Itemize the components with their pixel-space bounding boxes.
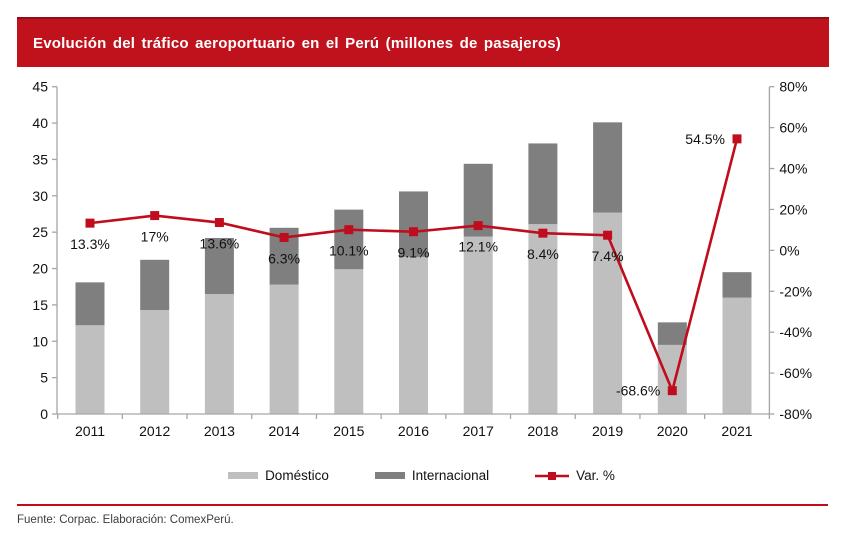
var-marker-2020 xyxy=(667,386,677,396)
bar-internacional-2013 xyxy=(204,237,234,294)
bar-domestico-2011 xyxy=(75,325,105,414)
var-label-2011: 13.3% xyxy=(70,236,110,252)
var-label-2018: 8.4% xyxy=(527,246,559,262)
var-marker-2012 xyxy=(150,211,160,221)
x-axis-label-2015: 2015 xyxy=(333,423,364,439)
right-axis-label: -60% xyxy=(779,365,812,381)
right-axis-label: 0% xyxy=(779,242,799,258)
x-axis-label-2018: 2018 xyxy=(527,423,558,439)
var-label-2012: 17% xyxy=(141,229,169,245)
bar-internacional-2020 xyxy=(657,322,687,345)
left-axis-label: 10 xyxy=(32,333,48,349)
var-marker-2018 xyxy=(538,228,548,238)
right-axis-label: 20% xyxy=(779,201,807,217)
x-axis-label-2021: 2021 xyxy=(721,423,752,439)
title-banner: Evolución del tráfico aeroportuario en e… xyxy=(17,17,829,67)
right-axis-label: 40% xyxy=(779,161,807,177)
left-axis-label: 5 xyxy=(40,370,48,386)
legend: Doméstico Internacional Var. % xyxy=(0,468,843,483)
bar-domestico-2021 xyxy=(722,297,752,414)
left-axis-label: 40 xyxy=(32,115,48,131)
var-marker-2016 xyxy=(409,227,418,237)
bar-domestico-2019 xyxy=(593,212,623,414)
var-label-2017: 12.1% xyxy=(458,239,498,255)
bar-domestico-2015 xyxy=(334,269,364,414)
var-marker-2015 xyxy=(344,225,354,235)
chart-title: Evolución del tráfico aeroportuario en e… xyxy=(33,34,561,52)
right-axis-label: -80% xyxy=(779,406,812,422)
bar-internacional-2011 xyxy=(75,282,105,326)
bar-domestico-2013 xyxy=(204,293,234,414)
bar-internacional-2018 xyxy=(528,143,558,225)
bar-domestico-2017 xyxy=(463,236,493,414)
source-note: Fuente: Corpac. Elaboración: ComexPerú. xyxy=(17,514,234,526)
left-axis-label: 20 xyxy=(32,261,48,277)
legend-label-domestico: Doméstico xyxy=(265,468,329,483)
var-line-marker-icon xyxy=(535,471,570,480)
var-label-2019: 7.4% xyxy=(592,248,624,264)
chart-canvas: 0 5 10 15 20 25 30 35 40 45 -80% -60% -40% -20% 0% 20% 4… xyxy=(32,79,812,439)
bar-domestico-2018 xyxy=(528,224,558,414)
legend-item-domestico: Doméstico xyxy=(228,468,329,483)
right-axis-label: -20% xyxy=(779,283,812,299)
bar-domestico-2014 xyxy=(269,284,299,414)
chart-area: 0 5 10 15 20 25 30 35 40 45 -80% -60% -40% -20% 0% 20% 4… xyxy=(0,70,843,450)
x-axis-label-2019: 2019 xyxy=(592,423,623,439)
var-marker-2013 xyxy=(214,218,224,228)
legend-label-var: Var. % xyxy=(576,468,615,483)
x-axis-label-2014: 2014 xyxy=(269,423,300,439)
var-marker-2014 xyxy=(279,232,289,242)
var-label-2020: -68.6% xyxy=(616,383,660,399)
x-axis-label-2011: 2011 xyxy=(75,423,105,439)
bar-internacional-2019 xyxy=(593,122,623,213)
var-marker-2019 xyxy=(603,230,613,240)
var-marker-2011 xyxy=(85,218,95,228)
var-label-2015: 10.1% xyxy=(329,243,369,259)
bar-domestico-2016 xyxy=(399,256,428,414)
var-label-2016: 9.1% xyxy=(398,245,430,261)
bar-internacional-2021 xyxy=(722,272,752,298)
legend-item-var: Var. % xyxy=(535,468,615,483)
legend-label-internacional: Internacional xyxy=(411,468,490,483)
bar-internacional-2016 xyxy=(399,191,428,257)
var-label-2021: 54.5% xyxy=(685,131,725,147)
left-axis-label: 0 xyxy=(40,406,48,422)
var-label-2013: 13.6% xyxy=(200,236,240,252)
bar-internacional-2012 xyxy=(140,259,170,310)
right-axis-label: 60% xyxy=(779,120,807,136)
right-axis-label: -40% xyxy=(779,324,812,340)
left-axis-label: 25 xyxy=(32,224,48,240)
var-label-2014: 6.3% xyxy=(268,250,300,266)
right-axis-label: 80% xyxy=(779,79,807,95)
left-axis-label: 15 xyxy=(32,297,48,313)
x-axis-label-2013: 2013 xyxy=(204,423,235,439)
domestico-swatch-icon xyxy=(228,472,259,479)
internacional-swatch-icon xyxy=(374,472,405,479)
left-axis-label: 35 xyxy=(32,151,48,167)
var-marker-2017 xyxy=(473,221,483,231)
footer-divider-line xyxy=(17,504,828,506)
legend-item-internacional: Internacional xyxy=(374,468,490,483)
bar-internacional-2015 xyxy=(334,209,364,270)
var-marker-2021 xyxy=(732,134,742,144)
bar-domestico-2012 xyxy=(140,309,170,414)
x-axis-label-2016: 2016 xyxy=(398,423,429,439)
left-axis-label: 30 xyxy=(32,188,48,204)
left-axis-label: 45 xyxy=(32,79,48,95)
x-axis-label-2017: 2017 xyxy=(463,423,494,439)
x-axis-label-2012: 2012 xyxy=(139,423,170,439)
x-axis-label-2020: 2020 xyxy=(657,423,688,439)
